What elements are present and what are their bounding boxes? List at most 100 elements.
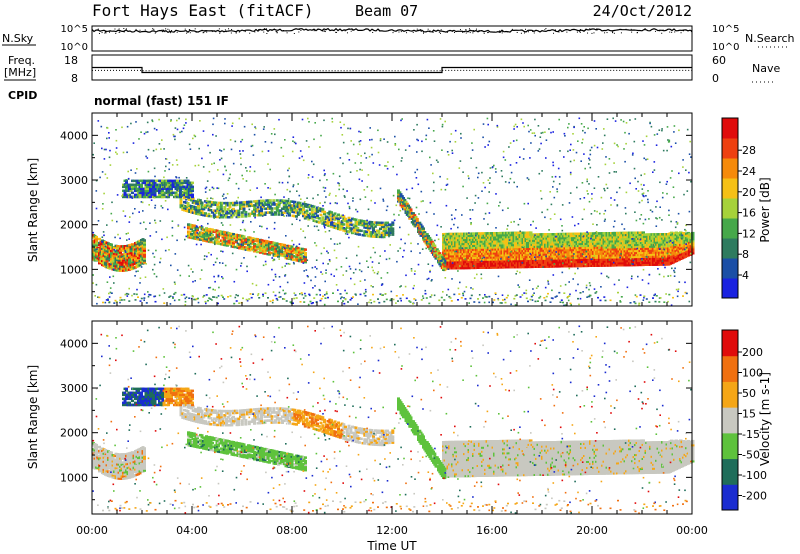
power-cell bbox=[337, 227, 340, 231]
power-cell bbox=[257, 245, 261, 249]
power-cell bbox=[272, 213, 276, 216]
nsearch-point bbox=[215, 31, 217, 33]
power-cell bbox=[404, 200, 408, 204]
power-cell bbox=[293, 204, 297, 208]
power-cell bbox=[235, 201, 239, 205]
nsearch-label: N.Search bbox=[745, 32, 795, 45]
power-cell bbox=[372, 231, 375, 234]
nsearch-point bbox=[104, 32, 106, 34]
nsearch-point bbox=[322, 30, 324, 32]
power-cell bbox=[226, 201, 230, 205]
nsearch-point bbox=[520, 32, 522, 34]
power-cell bbox=[365, 232, 368, 235]
power-cell bbox=[410, 213, 414, 217]
power-cell bbox=[187, 232, 190, 235]
power-cell bbox=[226, 212, 230, 215]
power-cell bbox=[237, 215, 241, 219]
power-cell bbox=[277, 249, 280, 253]
nsearch-point bbox=[118, 31, 120, 33]
power-cell bbox=[265, 207, 269, 210]
power-cell bbox=[143, 251, 146, 254]
nsearch-point bbox=[545, 28, 547, 30]
power-cell bbox=[254, 200, 258, 203]
nsearch-point bbox=[433, 29, 435, 31]
nsearch-point bbox=[249, 32, 251, 34]
power-cell bbox=[407, 204, 410, 208]
nsky-series bbox=[91, 27, 693, 33]
nsearch-point bbox=[498, 30, 500, 32]
power-cell bbox=[105, 259, 109, 263]
power-cell bbox=[299, 258, 303, 261]
power-cell bbox=[143, 239, 146, 242]
power-cell bbox=[226, 208, 230, 211]
power-cell bbox=[212, 209, 216, 212]
nsearch-point bbox=[469, 32, 471, 34]
power-cell bbox=[200, 205, 204, 208]
power-cell bbox=[225, 214, 228, 217]
power-cell bbox=[191, 207, 195, 210]
power-cell bbox=[382, 227, 386, 231]
power-cell bbox=[296, 203, 300, 206]
power-cell bbox=[247, 200, 251, 204]
power-cell bbox=[180, 179, 184, 183]
power-cell bbox=[246, 202, 249, 206]
nsearch-point bbox=[452, 30, 454, 32]
nsearch-point bbox=[429, 30, 431, 32]
power-cell bbox=[274, 207, 277, 210]
power-cell bbox=[331, 215, 335, 219]
power-cell bbox=[253, 204, 256, 207]
freq-label-line1: Freq. bbox=[8, 54, 35, 67]
nsearch-point bbox=[118, 28, 120, 30]
nsky-tick-bottom: 10^0 bbox=[61, 42, 88, 53]
power-cell bbox=[267, 205, 270, 208]
power-cell bbox=[235, 209, 239, 213]
power-cell bbox=[679, 231, 683, 234]
power-cell bbox=[368, 226, 372, 230]
power-cell bbox=[114, 258, 118, 262]
power-cell bbox=[265, 199, 269, 202]
nsearch-point bbox=[472, 30, 474, 32]
nsearch-point bbox=[481, 30, 483, 32]
power-cell bbox=[314, 212, 318, 215]
power-cell bbox=[95, 240, 98, 243]
power-cell bbox=[125, 187, 128, 191]
power-cell bbox=[239, 245, 243, 248]
power-cell bbox=[290, 252, 294, 256]
power-cell bbox=[296, 205, 300, 208]
nsearch-point bbox=[348, 28, 350, 30]
power-cell bbox=[209, 209, 213, 212]
power-cell bbox=[235, 215, 239, 219]
power-cell bbox=[386, 231, 389, 235]
power-cell bbox=[310, 206, 314, 210]
power-cell bbox=[212, 213, 216, 216]
power-cell bbox=[187, 225, 190, 228]
power-cell bbox=[125, 179, 128, 183]
power-cell bbox=[298, 211, 302, 215]
power-cell bbox=[223, 208, 227, 211]
power-cell bbox=[424, 234, 428, 238]
nsearch-point bbox=[258, 28, 260, 30]
nsearch-point bbox=[487, 32, 489, 34]
power-cell bbox=[387, 229, 391, 232]
power-cell bbox=[384, 231, 388, 235]
power-cell bbox=[263, 201, 267, 204]
power-cell bbox=[256, 239, 259, 243]
nsearch-point bbox=[161, 29, 163, 31]
power-cell bbox=[254, 208, 258, 211]
nsearch-point bbox=[123, 28, 125, 30]
power-cell bbox=[281, 207, 284, 210]
power-cell bbox=[312, 213, 316, 216]
power-cell bbox=[204, 200, 207, 203]
power-cell bbox=[387, 233, 391, 237]
power-cell bbox=[373, 225, 377, 228]
power-cell bbox=[260, 199, 263, 203]
power-cell bbox=[153, 191, 157, 195]
power-cell bbox=[260, 213, 263, 217]
nsearch-point bbox=[427, 28, 429, 30]
power-cell bbox=[165, 191, 169, 195]
power-cell bbox=[258, 199, 262, 203]
power-cell bbox=[196, 227, 199, 230]
power-cell bbox=[333, 226, 337, 229]
nsearch-point bbox=[472, 32, 474, 34]
power-cell bbox=[380, 225, 384, 229]
